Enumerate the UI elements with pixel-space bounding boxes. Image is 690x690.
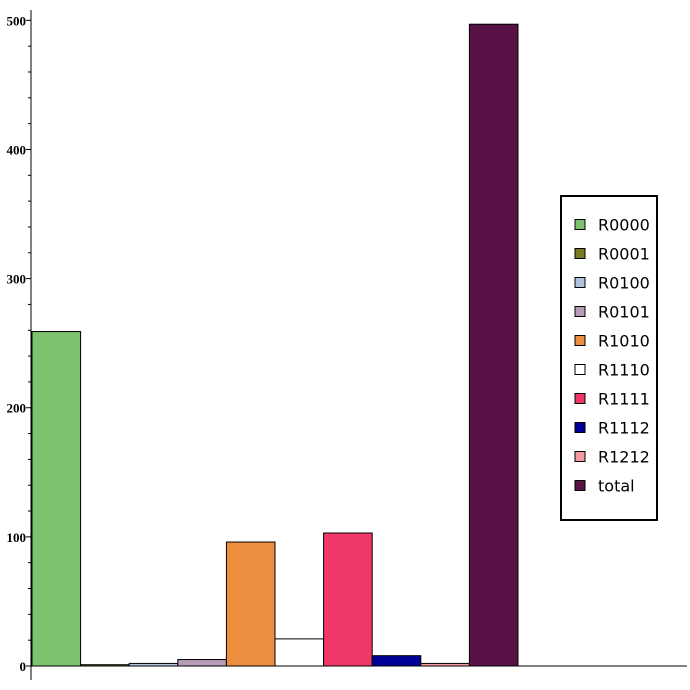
legend: R0000 R0001 R0100 R0101 R1010 R1110 R1111 R1112… [560,195,658,521]
legend-swatch-r0100 [574,277,586,288]
y-tick-label-300: 300 [7,272,27,287]
bar-r1010 [225,541,276,667]
legend-swatch-r0101 [574,306,586,317]
legend-swatch-r1010 [574,335,586,346]
bar-r1110 [274,638,325,667]
legend-label-r1110: R1110 [598,361,650,380]
y-tick-label-0: 0 [20,659,27,674]
bar-r0000 [31,331,82,667]
y-tick-label-500: 500 [7,13,27,28]
legend-swatch-r0001 [574,248,586,259]
legend-label-r0001: R0001 [598,245,650,264]
bars-layer [31,23,519,667]
bar-r1111 [323,532,373,667]
legend-label-r0000: R0000 [598,216,650,235]
bar-total [468,23,519,667]
legend-swatch-total [574,480,586,491]
legend-swatch-r0000 [574,219,586,230]
legend-label-r0101: R0101 [598,303,650,322]
legend-label-r0100: R0100 [598,274,650,293]
legend-swatch-r1212 [574,451,586,462]
y-tick-label-100: 100 [7,530,27,545]
legend-label-r1010: R1010 [598,332,650,351]
legend-swatch-r1110 [574,364,586,375]
y-axis-ticks: 0 100 200 300 400 500 [7,13,31,674]
legend-label-r1212: R1212 [598,448,650,467]
bar-r0101 [177,659,227,667]
legend-label-total: total [598,477,635,496]
y-tick-label-400: 400 [7,142,27,157]
y-tick-label-200: 200 [7,401,27,416]
legend-swatch-r1111 [574,393,586,404]
legend-swatch-r1112 [574,422,586,433]
axes [30,10,687,680]
legend-label-r1111: R1111 [598,390,650,409]
bar-r1112 [371,655,422,667]
legend-label-r1112: R1112 [598,419,650,438]
